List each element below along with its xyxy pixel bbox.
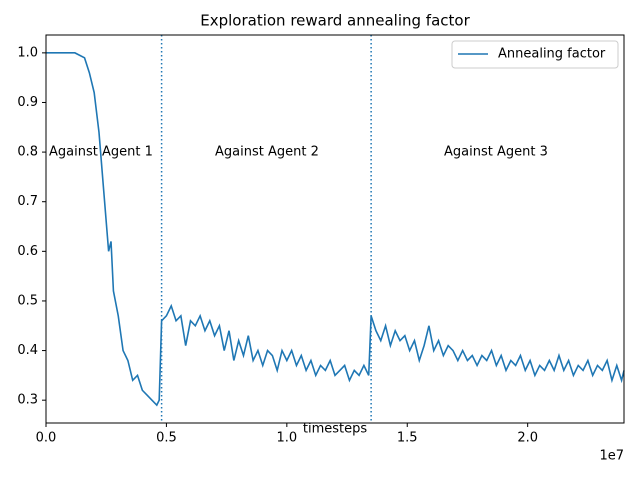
x-tick-label: 1.0 (276, 431, 297, 446)
axes-frame (45, 34, 625, 424)
y-tick-label: 0.9 (17, 95, 38, 110)
legend-box (451, 40, 619, 69)
x-tick-label: 2.0 (517, 431, 538, 446)
y-tick-label: 0.3 (17, 393, 38, 408)
y-tick-label: 0.8 (17, 145, 38, 160)
y-tick-label: 0.5 (17, 293, 38, 308)
annotation: Against Agent 3 (444, 145, 548, 160)
legend-label: Annealing factor (498, 47, 606, 62)
y-tick-label: 1.0 (17, 45, 38, 60)
y-tick-label: 0.7 (17, 194, 38, 209)
y-tick-label: 0.4 (17, 343, 38, 358)
x-tick-label: 0.5 (156, 431, 177, 446)
x-axis-label: timesteps (303, 422, 367, 437)
chart-title: Exploration reward annealing factor (200, 12, 470, 30)
x-tick-label: 1.5 (397, 431, 418, 446)
x-tick-label: 0.0 (36, 431, 57, 446)
y-tick-label: 0.6 (17, 244, 38, 259)
line (46, 52, 625, 407)
annotation: Against Agent 2 (215, 145, 319, 160)
x-offset-label: 1e7 (599, 449, 624, 464)
